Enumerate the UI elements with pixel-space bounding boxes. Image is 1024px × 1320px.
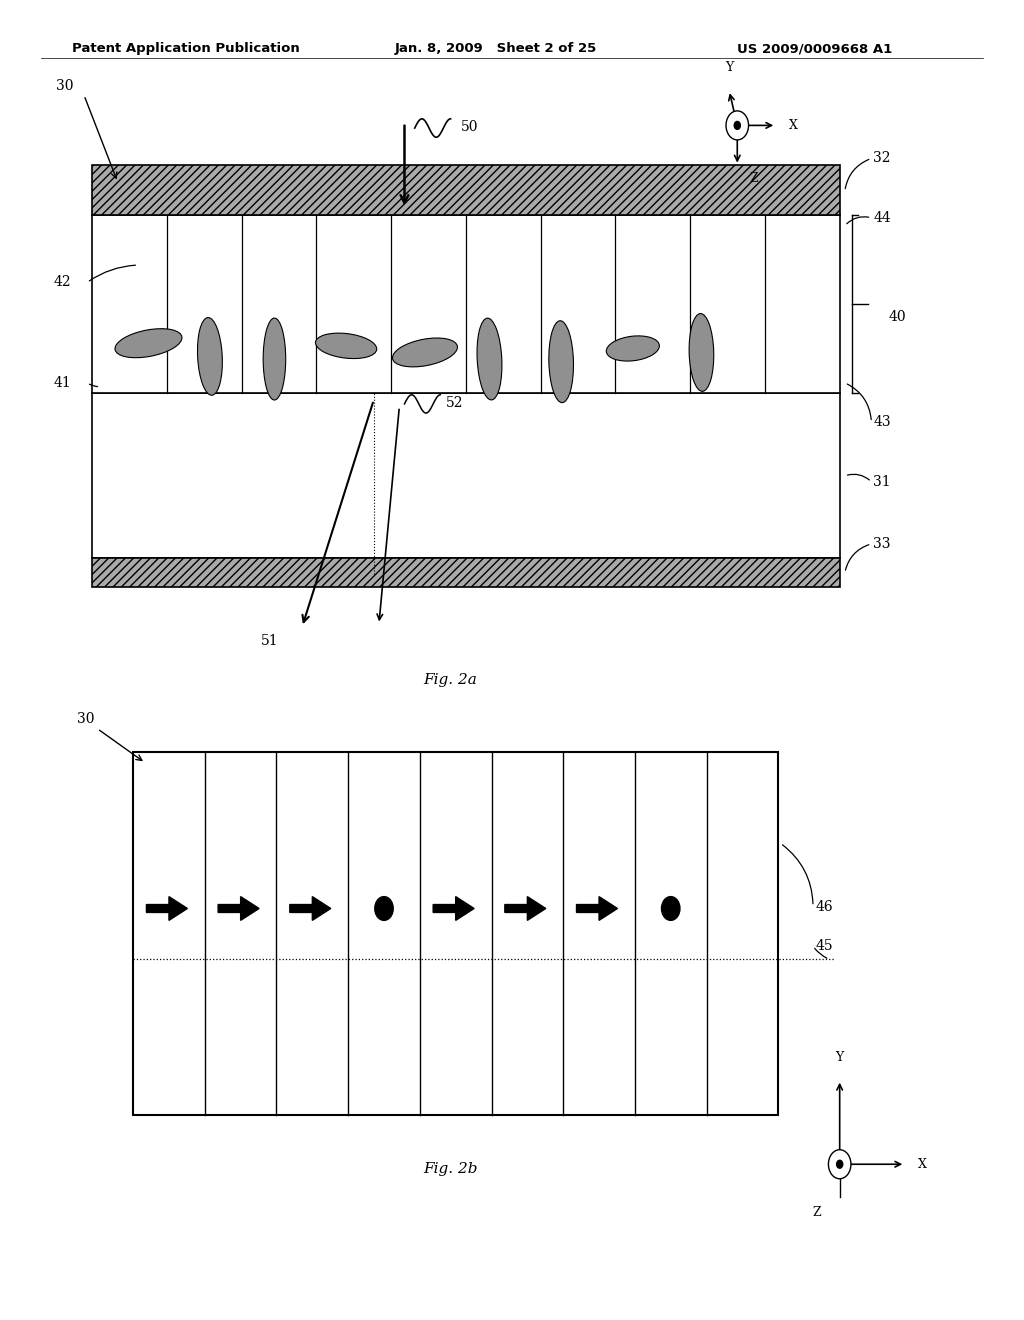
FancyArrow shape: [218, 896, 259, 920]
Circle shape: [828, 1150, 851, 1179]
Text: 52: 52: [445, 396, 463, 409]
Bar: [92, 558, 840, 587]
Text: Fig. 2a: Fig. 2a: [424, 673, 477, 688]
Text: Patent Application Publication: Patent Application Publication: [72, 42, 299, 55]
Ellipse shape: [689, 314, 714, 391]
Text: Z: Z: [750, 172, 758, 185]
Bar: [133, 752, 778, 1115]
Text: Jan. 8, 2009   Sheet 2 of 25: Jan. 8, 2009 Sheet 2 of 25: [394, 42, 597, 55]
Text: X: X: [788, 119, 798, 132]
Bar: [92, 393, 840, 558]
FancyArrow shape: [146, 896, 187, 920]
Circle shape: [734, 121, 740, 129]
Text: 44: 44: [873, 211, 891, 224]
Text: US 2009/0009668 A1: US 2009/0009668 A1: [737, 42, 893, 55]
FancyArrow shape: [505, 896, 546, 920]
Text: 30: 30: [77, 713, 94, 726]
Circle shape: [375, 896, 393, 920]
Text: 45: 45: [815, 939, 833, 953]
Text: 41: 41: [53, 376, 71, 389]
Bar: [92, 215, 840, 393]
Text: 30: 30: [56, 79, 74, 92]
Text: 40: 40: [889, 310, 906, 323]
Text: 46: 46: [815, 899, 833, 913]
Text: 33: 33: [873, 537, 891, 550]
FancyArrow shape: [577, 896, 617, 920]
Text: 50: 50: [461, 120, 478, 133]
Ellipse shape: [315, 333, 377, 359]
Ellipse shape: [549, 321, 573, 403]
Bar: [92, 165, 840, 215]
Text: Z: Z: [813, 1206, 821, 1220]
Ellipse shape: [477, 318, 502, 400]
Text: X: X: [918, 1158, 927, 1171]
FancyArrow shape: [290, 896, 331, 920]
Ellipse shape: [198, 318, 222, 395]
Text: 43: 43: [873, 416, 891, 429]
Ellipse shape: [392, 338, 458, 367]
Text: Y: Y: [725, 62, 733, 74]
Text: Y: Y: [836, 1051, 844, 1064]
Circle shape: [837, 1160, 843, 1168]
Text: 42: 42: [53, 276, 71, 289]
Circle shape: [726, 111, 749, 140]
Ellipse shape: [263, 318, 286, 400]
Text: 32: 32: [873, 152, 891, 165]
Circle shape: [662, 896, 680, 920]
Text: 31: 31: [873, 475, 891, 488]
Text: 51: 51: [261, 634, 279, 648]
Text: Fig. 2b: Fig. 2b: [423, 1162, 478, 1176]
Ellipse shape: [115, 329, 182, 358]
FancyArrow shape: [433, 896, 474, 920]
Ellipse shape: [606, 335, 659, 362]
